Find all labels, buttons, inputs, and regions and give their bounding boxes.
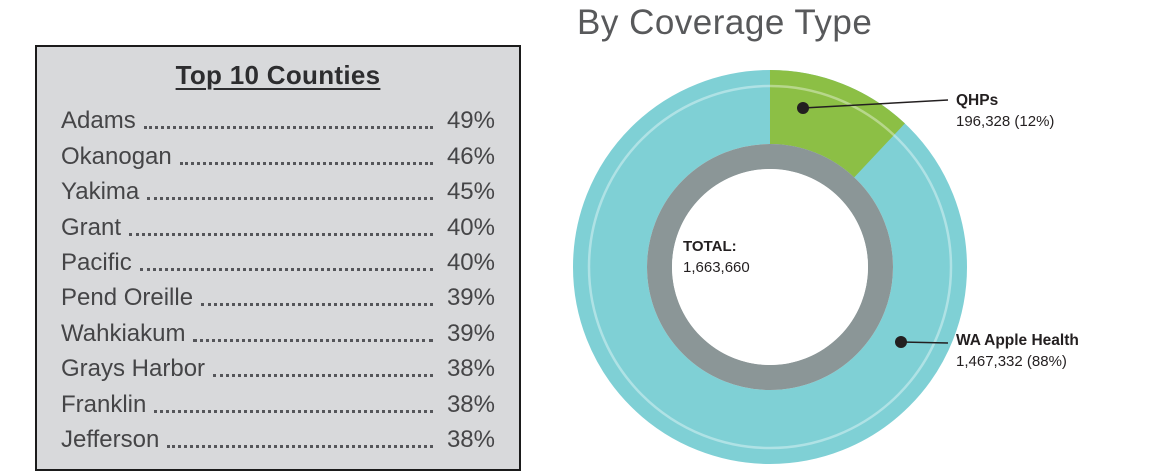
table-title: Top 10 Counties [175, 60, 381, 90]
wa-apple-health-callout-value: 1,467,332 (88%) [956, 353, 1067, 370]
county-value: 38% [446, 355, 495, 383]
dot-leader [167, 444, 433, 448]
donut-total-label: TOTAL: [683, 238, 737, 255]
county-value: 39% [446, 284, 495, 312]
dot-leader [201, 303, 433, 307]
qhp-callout: QHPs 196,328 (12%) [956, 90, 1054, 132]
donut-highlight-ring [587, 84, 953, 450]
donut-center-circle [672, 169, 868, 365]
table-row: Grays Harbor 38% [61, 348, 495, 383]
donut-center-text: TOTAL: 1,663,660 [683, 236, 750, 278]
county-value: 49% [446, 107, 495, 135]
county-name: Yakima [61, 178, 140, 206]
county-name: Okanogan [61, 142, 172, 170]
wa-apple-health-callout-dot-icon [895, 336, 907, 348]
dot-leader [139, 267, 433, 271]
donut-inner-gray-ring [647, 144, 893, 390]
county-name: Pend Oreille [61, 284, 194, 312]
county-value: 45% [446, 178, 495, 206]
dot-leader [193, 338, 433, 342]
dot-leader [147, 197, 433, 201]
county-value: 46% [446, 142, 495, 170]
county-value: 40% [446, 213, 495, 241]
qhp-slice-arc [573, 70, 967, 464]
table-row: Yakima 45% [61, 171, 495, 206]
dot-leader [129, 232, 433, 236]
table-row: Wahkiakum 39% [61, 312, 495, 347]
table-row: Pend Oreille 39% [61, 277, 495, 312]
coverage-donut-chart [573, 70, 967, 464]
qhp-callout-dot-icon [797, 102, 809, 114]
county-value: 39% [446, 319, 495, 347]
qhp-callout-value: 196,328 (12%) [956, 113, 1055, 130]
top-counties-panel: Top 10 Counties Adams 49% Okanogan 46% Y… [35, 45, 521, 471]
dot-leader [179, 161, 433, 165]
table-row: Franklin 38% [61, 383, 495, 418]
qhp-callout-label: QHPs [956, 92, 999, 109]
county-value: 40% [446, 248, 495, 276]
county-name: Franklin [61, 390, 147, 418]
table-row: Grant 40% [61, 206, 495, 241]
county-name: Grays Harbor [61, 355, 206, 383]
county-name: Jefferson [61, 425, 160, 453]
wa-apple-health-callout-line [900, 341, 949, 344]
county-value: 38% [446, 390, 495, 418]
dot-leader [213, 374, 433, 378]
table-row: Okanogan 46% [61, 135, 495, 170]
qhp-callout-line [802, 99, 949, 109]
chart-title: By Coverage Type [577, 3, 873, 42]
wa-apple-health-callout: WA Apple Health 1,467,332 (88%) [956, 330, 1079, 372]
county-value: 38% [446, 425, 495, 453]
table-row: Adams 49% [61, 100, 495, 135]
dot-leader [154, 409, 433, 413]
donut-total-value: 1,663,660 [683, 259, 750, 276]
county-name: Pacific [61, 248, 132, 276]
county-name: Grant [61, 213, 122, 241]
county-name: Adams [61, 107, 136, 135]
wa-apple-health-callout-label: WA Apple Health [956, 332, 1079, 349]
table-row: Jefferson 38% [61, 419, 495, 454]
table-row: Pacific 40% [61, 242, 495, 277]
county-name: Wahkiakum [61, 319, 186, 347]
dot-leader [143, 126, 433, 130]
